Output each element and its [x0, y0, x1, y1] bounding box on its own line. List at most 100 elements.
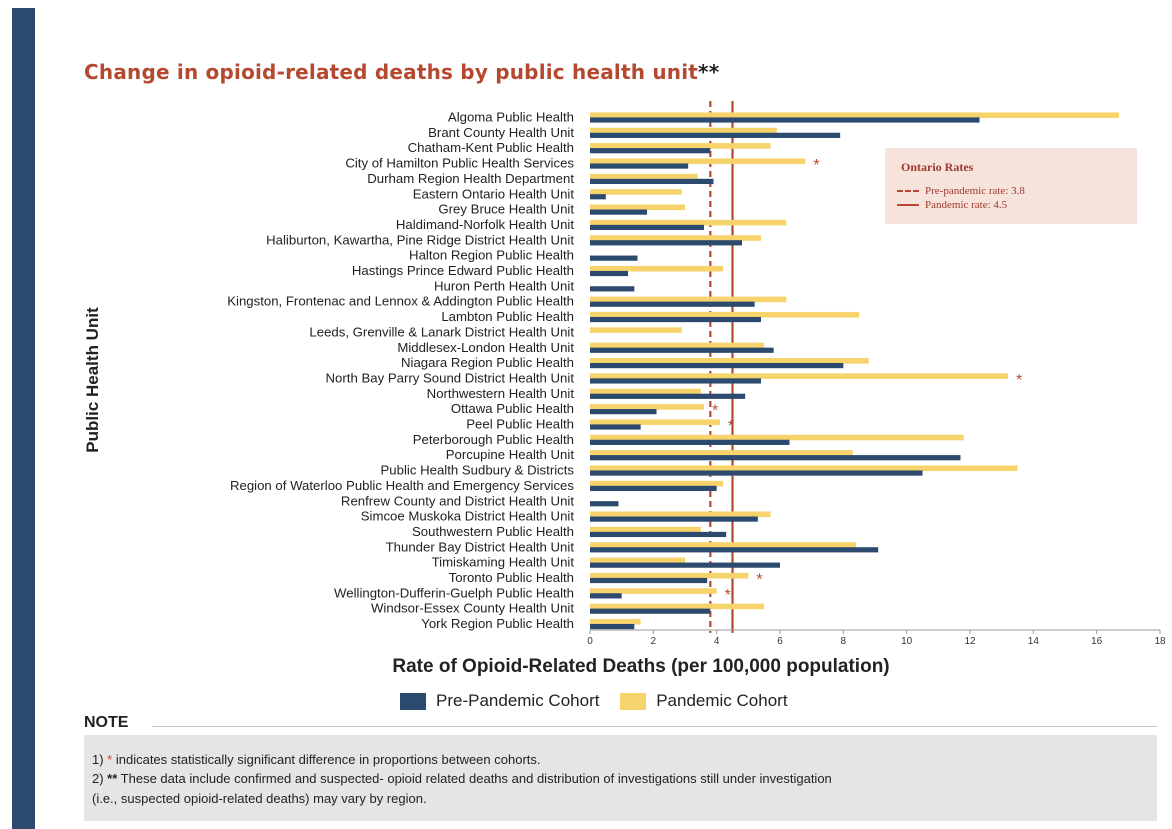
note-box: 1) * indicates statistically significant…	[84, 735, 1157, 821]
category-label: Peel Public Health	[466, 417, 574, 432]
category-label: Peterborough Public Health	[413, 432, 574, 447]
bar-pandemic	[590, 465, 1018, 472]
category-label: Renfrew County and District Health Unit	[341, 493, 574, 508]
legend-label-pandemic: Pandemic Cohort	[656, 690, 788, 710]
bar-pandemic	[590, 112, 1119, 118]
left-accent-bar	[12, 8, 35, 829]
x-tick-label: 14	[1028, 636, 1040, 647]
bar-pre-pandemic	[590, 608, 711, 614]
note-heading: NOTE	[84, 714, 129, 731]
bar-pre-pandemic	[590, 363, 844, 369]
category-label: Brant County Health Unit	[428, 125, 574, 140]
x-axis: 0 2 4 6 8 10 12 14 16 18	[587, 629, 1166, 647]
pre-pandemic-swatch	[400, 692, 426, 710]
category-label: Ottawa Public Health	[451, 401, 574, 416]
bar-pandemic	[590, 311, 860, 318]
x-tick-label: 2	[651, 636, 657, 647]
bar-pre-pandemic	[590, 439, 790, 445]
series-legend: Pre-Pandemic Cohort Pandemic Cohort	[400, 690, 788, 714]
bar-pandemic	[590, 404, 704, 410]
bar-pre-pandemic	[590, 424, 641, 430]
note-2-stars: **	[107, 771, 118, 786]
category-label: City of Hamilton Public Health Services	[345, 156, 574, 171]
category-label: Kingston, Frontenac and Lennox & Addingt…	[227, 294, 574, 309]
category-label: Wellington-Dufferin-Guelph Public Health	[334, 585, 574, 600]
category-label: Simcoe Muskoka District Health Unit	[361, 509, 575, 524]
bar-pandemic	[590, 588, 717, 594]
category-label: York Region Public Health	[421, 616, 574, 631]
pandemic-swatch	[620, 692, 647, 710]
category-label: Middlesex-London Health Unit	[397, 340, 574, 355]
significance-star: *	[813, 157, 819, 174]
category-label: Thunder Bay District Health Unit	[386, 539, 575, 554]
bar-pandemic	[590, 526, 701, 533]
bar-pre-pandemic	[590, 224, 704, 231]
bar-pandemic	[590, 235, 761, 241]
category-label: Haldimand-Norfolk Health Unit	[396, 217, 574, 232]
category-label: Public Health Sudbury & Districts	[381, 463, 575, 478]
category-label: Chatham-Kent Public Health	[408, 140, 574, 155]
bar-pre-pandemic	[590, 194, 606, 200]
category-label: Southwestern Public Health	[412, 524, 574, 539]
bar-pandemic	[590, 265, 723, 272]
note-line-1: 1) * indicates statistically significant…	[92, 752, 541, 767]
bar-pre-pandemic	[590, 409, 657, 415]
note-2-number: 2)	[92, 771, 108, 786]
significance-star: *	[712, 403, 718, 420]
x-tick-label: 4	[714, 636, 720, 647]
bar-pandemic	[590, 618, 641, 625]
legend-item-pandemic: Pandemic Cohort	[620, 690, 788, 711]
significance-star: *	[756, 572, 762, 589]
bar-pandemic	[590, 450, 853, 456]
category-label: Lambton Public Health	[441, 309, 574, 324]
bar-pre-pandemic	[590, 316, 761, 323]
chart-title: Change in opioid-related deaths by publi…	[84, 60, 719, 84]
category-label: Northwestern Health Unit	[427, 386, 575, 401]
bar-pandemic	[590, 572, 749, 579]
category-label: Toronto Public Health	[449, 570, 574, 585]
bar-pandemic	[590, 189, 682, 195]
bar-pre-pandemic	[590, 286, 635, 292]
bar-pandemic	[590, 158, 806, 165]
bar-pandemic	[590, 542, 856, 548]
bar-pre-pandemic	[590, 393, 746, 399]
bar-pandemic	[590, 373, 1008, 379]
bar-pre-pandemic	[590, 255, 638, 261]
significance-star: *	[1016, 372, 1022, 389]
bar-pandemic	[590, 557, 685, 564]
bar-pandemic	[590, 342, 765, 349]
category-label: Hastings Prince Edward Public Health	[352, 263, 574, 278]
category-label: Leeds, Grenville & Lanark District Healt…	[309, 324, 574, 339]
bar-pandemic	[590, 127, 777, 134]
y-axis-label: Public Health Unit	[83, 307, 102, 453]
bar-pre-pandemic	[590, 117, 980, 123]
category-label: Windsor-Essex County Health Unit	[371, 601, 574, 616]
x-tick-label: 12	[964, 636, 976, 647]
bar-pandemic	[590, 434, 964, 441]
bar-pre-pandemic	[590, 270, 628, 277]
category-label: Huron Perth Health Unit	[434, 278, 574, 293]
bar-pre-pandemic	[590, 148, 711, 154]
chart-title-text: Change in opioid-related deaths by publi…	[84, 60, 699, 84]
category-label: Porcupine Health Unit	[446, 447, 575, 462]
x-tick-label: 18	[1154, 636, 1166, 647]
category-label: Region of Waterloo Public Health and Eme…	[230, 478, 574, 493]
bar-pre-pandemic	[590, 178, 714, 184]
bar-pre-pandemic	[590, 347, 774, 353]
pre-pandemic-rate-entry: Pre-pandemic rate: 3.8	[897, 185, 1025, 197]
category-label: Haliburton, Kawartha, Pine Ridge Distric…	[266, 232, 574, 247]
bar-pandemic	[590, 327, 682, 333]
x-tick-label: 8	[841, 636, 847, 647]
bar-pre-pandemic	[590, 485, 717, 491]
x-tick-label: 0	[587, 636, 593, 647]
bar-pre-pandemic	[590, 240, 742, 246]
note-1-number: 1)	[92, 752, 108, 767]
significance-markers: * * * * * *	[712, 157, 1022, 604]
x-tick-label: 10	[901, 636, 913, 647]
bars	[590, 112, 1119, 630]
bar-pandemic	[590, 219, 787, 226]
ontario-rates-legend: Ontario Rates Pre-pandemic rate: 3.8 Pan…	[885, 148, 1137, 224]
bar-pre-pandemic	[590, 547, 879, 553]
bar-pre-pandemic	[590, 623, 635, 630]
legend-label-pre-pandemic: Pre-Pandemic Cohort	[436, 690, 600, 710]
